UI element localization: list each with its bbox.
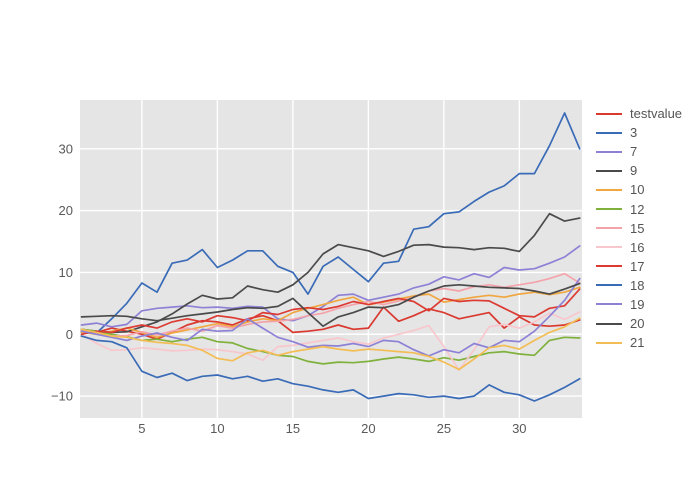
legend-item-18[interactable]: 18 — [596, 276, 682, 295]
series-line-17[interactable] — [80, 288, 581, 336]
legend-item-9[interactable]: 9 — [596, 161, 682, 180]
legend-item-7[interactable]: 7 — [596, 142, 682, 161]
legend-item-20[interactable]: 20 — [596, 314, 682, 333]
legend-label: 19 — [630, 296, 645, 312]
series-line-19[interactable] — [80, 277, 581, 357]
x-tick-label: 20 — [361, 421, 375, 436]
legend-item-3[interactable]: 3 — [596, 123, 682, 142]
x-tick-label: 25 — [437, 421, 451, 436]
y-tick-label: −10 — [51, 389, 73, 404]
x-tick-label: 10 — [210, 421, 224, 436]
legend-label: 21 — [630, 335, 645, 351]
y-tick-label: 0 — [66, 327, 73, 342]
legend-line-sample-icon — [596, 169, 622, 172]
legend-label: 9 — [630, 163, 638, 179]
legend-item-testvalue[interactable]: testvalue — [596, 104, 682, 123]
legend-label: 18 — [630, 277, 645, 293]
legend-label: 3 — [630, 125, 638, 141]
legend-label: 12 — [630, 201, 645, 217]
series-line-12[interactable] — [80, 328, 581, 365]
legend-line-sample-icon — [596, 341, 622, 344]
legend-label: testvalue — [630, 106, 683, 122]
legend-item-21[interactable]: 21 — [596, 333, 682, 352]
legend-line-sample-icon — [596, 150, 622, 153]
legend-item-17[interactable]: 17 — [596, 257, 682, 276]
x-tick-label: 15 — [286, 421, 300, 436]
series-line-7[interactable] — [80, 245, 581, 328]
series-line-9[interactable] — [80, 212, 581, 334]
legend-line-sample-icon — [596, 322, 622, 325]
plot-area[interactable] — [80, 100, 582, 418]
legend-item-12[interactable]: 12 — [596, 199, 682, 218]
series-line-15[interactable] — [80, 272, 581, 337]
legend-line-sample-icon — [596, 246, 622, 249]
legend-line-sample-icon — [596, 284, 622, 287]
series-line-16[interactable] — [80, 311, 581, 371]
y-axis-tick-labels: −10 0 10 20 30 — [51, 141, 73, 403]
series-line-18[interactable] — [80, 335, 581, 402]
legend-label: 15 — [630, 220, 645, 236]
legend-line-sample-icon — [596, 131, 622, 134]
legend-line-sample-icon — [596, 303, 622, 306]
y-tick-label: 20 — [59, 203, 73, 218]
legend-item-16[interactable]: 16 — [596, 238, 682, 257]
legend-line-sample-icon — [596, 227, 622, 230]
legend-item-10[interactable]: 10 — [596, 180, 682, 199]
legend-label: 16 — [630, 239, 645, 255]
gridlines — [80, 100, 582, 418]
legend-label: 10 — [630, 182, 645, 198]
y-tick-label: 30 — [59, 141, 73, 156]
x-tick-label: 5 — [138, 421, 145, 436]
plot-background[interactable] — [80, 100, 582, 418]
legend-line-sample-icon — [596, 112, 622, 115]
legend-label: 7 — [630, 144, 638, 160]
series-line-21[interactable] — [80, 317, 581, 371]
legend-label: 20 — [630, 316, 645, 332]
y-tick-label: 10 — [59, 265, 73, 280]
legend-line-sample-icon — [596, 188, 622, 191]
legend-item-15[interactable]: 15 — [596, 219, 682, 238]
legend-line-sample-icon — [596, 208, 622, 211]
legend-line-sample-icon — [596, 265, 622, 268]
x-tick-label: 30 — [512, 421, 526, 436]
series-line-3[interactable] — [80, 112, 581, 334]
legend-item-19[interactable]: 19 — [596, 295, 682, 314]
legend-label: 17 — [630, 258, 645, 274]
x-axis-tick-labels: 5 10 15 20 25 30 — [138, 421, 526, 436]
series-line-20[interactable] — [80, 282, 581, 328]
chart-legend: testvalue 3 7 9 10 12 15 16 17 18 19 20 21 — [596, 104, 682, 352]
